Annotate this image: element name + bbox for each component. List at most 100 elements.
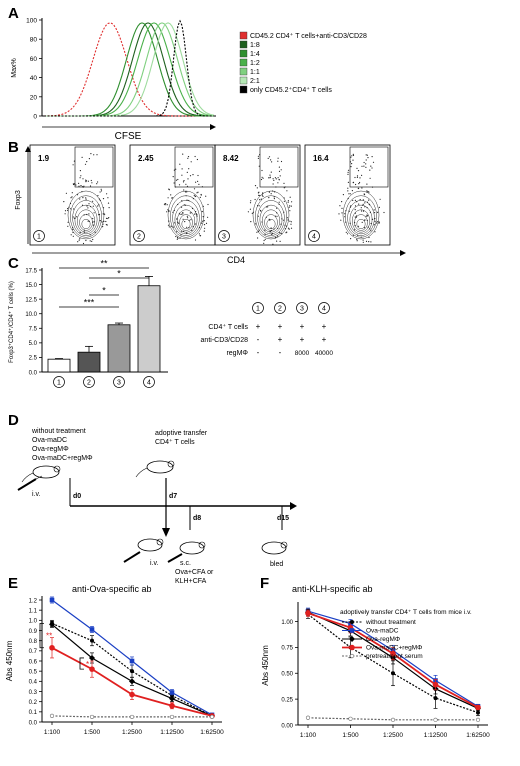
- a-histogram-curve: [44, 19, 214, 117]
- c-bar: [77, 351, 101, 373]
- c-bar: [107, 324, 131, 373]
- a-legend-swatch: [239, 76, 248, 85]
- c-table-row-label: CD4⁺ T cells: [208, 323, 248, 331]
- f-legend-label: pretreatment serum: [366, 653, 423, 660]
- a-legend-swatch: [239, 40, 248, 49]
- c-significance: **: [100, 259, 108, 269]
- ytick-label: 0.8: [29, 639, 38, 645]
- ytick-label: 1.0: [29, 619, 38, 625]
- panel-a-ylabel: Max%: [11, 58, 18, 77]
- ytick-label: 0.0: [29, 720, 38, 726]
- a-histogram-curve: [44, 22, 214, 117]
- flow-plot: 16.44: [304, 144, 391, 246]
- xtick-label: 1:12500: [160, 729, 184, 736]
- c-category-circle: [83, 376, 95, 388]
- a-legend-swatch: [239, 49, 248, 58]
- panel-e-line-chart: anti-Ova-specific ab Abs 450nm 0.0 0.1 0.2 0.…: [5, 584, 224, 736]
- data-point: [305, 610, 311, 617]
- data-point: [475, 717, 481, 722]
- data-point: [476, 710, 480, 715]
- c-ytick-label: 7.5: [29, 327, 38, 333]
- plot-number: 4: [312, 234, 316, 241]
- c-table-cell: -: [279, 348, 282, 357]
- data-point: [169, 695, 175, 702]
- c-category-label: 4: [147, 380, 151, 387]
- ytick-label: 0.5: [29, 669, 38, 675]
- c-table-cell: +: [278, 335, 283, 344]
- gate-box: [349, 146, 389, 188]
- data-point: [89, 627, 95, 632]
- a-legend-swatch: [239, 67, 248, 76]
- c-ytick-label: 12.5: [25, 297, 37, 303]
- c-table-cell: +: [322, 335, 327, 344]
- d-iv2: i.v.: [150, 560, 158, 567]
- a-legend-label: 1:2: [250, 60, 260, 67]
- panel-label-c: C: [8, 255, 19, 272]
- ytick-label: 0.2: [29, 700, 38, 706]
- data-point: [433, 717, 438, 722]
- c-table-cell: +: [256, 322, 261, 331]
- c-bar: [137, 285, 161, 373]
- panel-f-line-chart: anti-KLH-specific ab Abs 450nm 0.00 0.25 0.5…: [261, 584, 490, 739]
- c-table-row-label: regMΦ: [226, 350, 248, 357]
- c-ytick-label: 17.5: [25, 268, 37, 274]
- panel-label-e: E: [8, 575, 18, 592]
- syringe-icon: [123, 551, 141, 563]
- c-table-col-circle: [296, 302, 308, 314]
- c-table-cell: +: [300, 335, 305, 344]
- data-point: [349, 653, 355, 659]
- e-significance: *: [86, 660, 89, 669]
- ytick-label: 1.2: [29, 598, 38, 604]
- c-ytick-label: 5.0: [29, 341, 38, 347]
- d-immun-1: Ova+CFA or: [175, 569, 214, 576]
- series-line: [51, 715, 212, 718]
- data-point: [130, 669, 134, 674]
- d-label-ovaregm: Ova-regMΦ: [32, 446, 69, 453]
- data-point: [349, 644, 355, 651]
- data-point: [390, 717, 396, 722]
- d-day8: d8: [193, 515, 201, 522]
- ytick-label: 0.6: [29, 659, 38, 665]
- c-table-cell: 8000: [295, 350, 310, 357]
- ytick-label: 1.00: [281, 620, 293, 626]
- c-table-col: 2: [278, 306, 282, 313]
- d-day0: d0: [73, 493, 81, 500]
- mouse-icon: [179, 541, 206, 555]
- a-histogram-curve: [44, 22, 215, 117]
- c-table-row-label: anti-CD3/CD28: [201, 337, 249, 344]
- plot-number-circle: [133, 230, 145, 242]
- c-category-circle: [113, 376, 125, 388]
- data-point: [433, 696, 438, 701]
- data-point: [348, 716, 353, 721]
- c-table-col-circle: [274, 302, 286, 314]
- d-transfer-2: CD4⁺ T cells: [155, 438, 195, 446]
- c-significance: ***: [84, 298, 95, 308]
- c-significance: *: [102, 286, 106, 296]
- data-point: [475, 704, 481, 711]
- a-ytick-label: 20: [30, 94, 38, 101]
- xtick-label: 1:100: [44, 729, 61, 736]
- f-legend-label: without treatment: [365, 619, 416, 626]
- a-legend-label: CD45.2 CD4⁺ T cells+anti-CD3/CD28: [250, 32, 367, 40]
- xtick-label: 1:100: [300, 732, 317, 739]
- c-ytick-label: 10.0: [25, 312, 37, 318]
- c-ytick-label: 15.0: [25, 283, 37, 289]
- plot-number: 2: [137, 234, 141, 241]
- d-transfer-1: adoptive transfer: [155, 430, 208, 437]
- series-line: [51, 622, 213, 717]
- e-significance: **: [46, 632, 52, 641]
- a-ytick-label: 80: [30, 37, 38, 44]
- gate-box: [259, 146, 299, 188]
- gate-value: 2.45: [138, 154, 154, 163]
- data-point: [391, 671, 395, 676]
- data-point: [390, 650, 396, 657]
- ytick-label: 0.1: [29, 710, 38, 716]
- chart-ylabel: Abs 450nm: [5, 640, 14, 681]
- panel-a-xlabel: CFSE: [115, 131, 142, 142]
- c-bar: [47, 358, 71, 373]
- gate-value: 8.42: [223, 154, 239, 163]
- chart-title: anti-KLH-specific ab: [292, 584, 373, 594]
- f-legend-label: Ova-regMΦ: [366, 636, 400, 643]
- a-ytick-label: 60: [30, 56, 38, 63]
- c-table-col-circle: [318, 302, 330, 314]
